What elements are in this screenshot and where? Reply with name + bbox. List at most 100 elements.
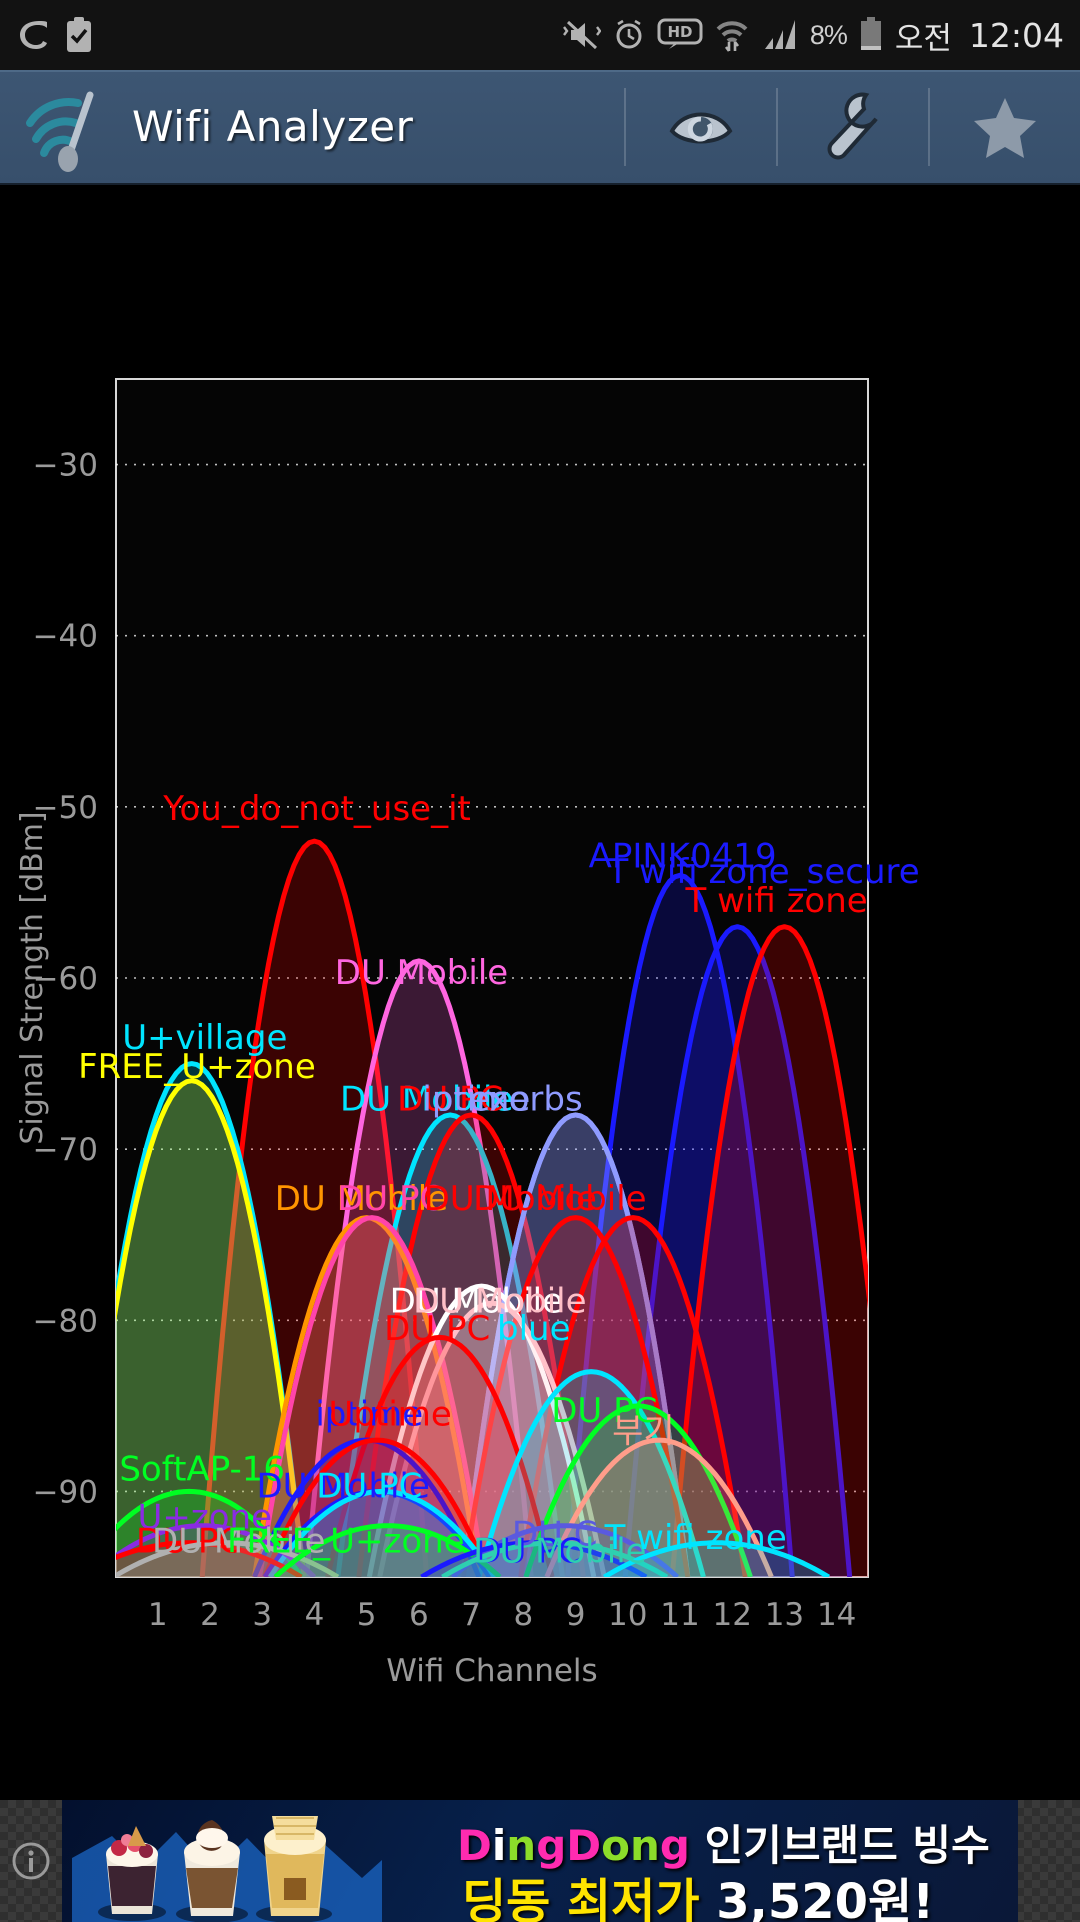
signal-curve[interactable] (565, 872, 795, 1577)
ssid-label[interactable]: APINK0419 (589, 837, 777, 877)
ssid-label[interactable]: DU Mobile (256, 1467, 429, 1507)
ssid-label[interactable]: T wifi zone (685, 881, 868, 921)
ssid-label[interactable]: exorbs (469, 1080, 582, 1120)
ssid-label[interactable]: DU Mobile (473, 1532, 646, 1572)
signal-curve[interactable] (366, 1283, 597, 1577)
ssid-label[interactable]: DU PC (475, 1532, 581, 1572)
x-tick-label: 12 (712, 1597, 751, 1633)
x-tick-label: 8 (513, 1597, 533, 1633)
hd-icon: HD (657, 18, 703, 52)
alarm-icon (612, 18, 646, 52)
view-eye-icon[interactable] (626, 70, 776, 183)
signal-curve[interactable] (476, 1369, 706, 1577)
ad-content[interactable]: DingDong 인기브랜드 빙수 딩동 최저가 3,520원! (62, 1800, 1018, 1922)
signal-curve[interactable] (603, 1540, 831, 1577)
ssid-label[interactable]: You_do_not_use_it (162, 789, 471, 829)
signal-curve[interactable] (356, 1112, 586, 1577)
y-tick-label: −50 (33, 790, 98, 826)
signal-curve[interactable] (669, 924, 897, 1577)
ssid-label[interactable]: FREE_U+zone (227, 1521, 465, 1561)
battery-icon (858, 16, 884, 54)
ssid-label[interactable]: iptime (315, 1395, 423, 1435)
ad-brand: DingDong (457, 1821, 690, 1870)
wifi-channel-chart[interactable]: −30 −40 −50 −60 −70 −80 −90 Signal Strength [dB… (0, 185, 1080, 1800)
ssid-label[interactable]: DU C (512, 1514, 598, 1554)
signal-curve[interactable] (77, 1540, 303, 1577)
ssid-label[interactable]: DU Mobile (473, 1179, 646, 1219)
ssid-label[interactable]: FREE_U+zone (78, 1047, 316, 1087)
x-tick-label: 13 (765, 1597, 804, 1633)
vibrate-off-icon (562, 18, 601, 52)
signal-fill (259, 1217, 485, 1577)
sigma-icon (16, 16, 50, 54)
favorite-star-icon[interactable] (930, 70, 1080, 183)
ssid-label[interactable]: DU PC (397, 1080, 503, 1120)
signal-curve[interactable] (377, 1300, 607, 1577)
y-axis-title: Signal Strength [dBm] (15, 811, 50, 1144)
ssid-label[interactable]: T wifi zone (604, 1518, 787, 1558)
ssid-label[interactable]: DU Mobile (335, 953, 508, 993)
wifi-tuning-fork-icon (22, 79, 118, 175)
signal-curve[interactable] (268, 1488, 497, 1577)
signal-curve[interactable] (335, 1112, 565, 1577)
x-axis-title: Wifi Channels (386, 1653, 597, 1689)
signal-curve[interactable] (441, 1540, 669, 1577)
x-tick-label: 1 (148, 1597, 168, 1633)
x-tick-label: 11 (660, 1597, 699, 1633)
x-tick-label: 14 (817, 1597, 856, 1633)
signal-fill (672, 926, 868, 1577)
signal-curve[interactable] (273, 1523, 502, 1577)
ssid-label[interactable]: DU PC (384, 1309, 490, 1349)
ssid-label[interactable]: U+zone (138, 1497, 273, 1537)
signal-curve[interactable] (460, 1215, 691, 1577)
ssid-label[interactable]: SoftAP-16 (119, 1449, 285, 1489)
wifi-transfer-icon (714, 17, 750, 53)
ssid-label[interactable]: DU PC (337, 1179, 443, 1219)
signal-curve[interactable] (79, 1078, 307, 1577)
ad-info-icon[interactable] (0, 1800, 62, 1922)
signal-curve[interactable] (460, 1112, 691, 1577)
x-tick-label: 5 (357, 1597, 377, 1633)
ssid-label[interactable]: blue (497, 1309, 571, 1349)
ssid-label[interactable]: DU Mobile (424, 1179, 597, 1219)
signal-curves (77, 838, 897, 1577)
y-tick-label: −60 (33, 961, 98, 997)
chart-svg: −30 −40 −50 −60 −70 −80 −90 Signal Strength [dB… (15, 378, 920, 1689)
ssid-label[interactable]: DU Mobile (413, 1282, 586, 1322)
clipboard-check-icon (64, 16, 94, 54)
settings-wrench-icon[interactable] (778, 70, 928, 183)
ssid-label[interactable]: Uptime (329, 1395, 452, 1435)
signal-curve[interactable] (622, 924, 853, 1577)
x-tick-label: 2 (200, 1597, 220, 1633)
y-tick-label: −30 (33, 448, 98, 484)
ssid-label[interactable]: U+village (122, 1018, 287, 1058)
signal-curve[interactable] (257, 1215, 487, 1577)
ssid-label[interactable]: iptime (422, 1080, 530, 1120)
ssid-label[interactable]: DU PC (136, 1521, 242, 1561)
signal-curve[interactable] (544, 1437, 774, 1577)
clock-time: 12:04 (968, 15, 1064, 55)
ssid-label[interactable]: DU Mobile (152, 1521, 325, 1561)
ssid-label[interactable]: DU Mobile (275, 1179, 448, 1219)
x-tick-label: 9 (566, 1597, 586, 1633)
y-tick-label: −80 (33, 1303, 98, 1339)
toolbar-divider (928, 87, 930, 166)
y-tick-label: −40 (33, 619, 98, 655)
toolbar-divider (776, 87, 778, 166)
ssid-label[interactable]: DU Mobile (390, 1282, 563, 1322)
x-tick-label: 6 (409, 1597, 429, 1633)
ssid-label[interactable]: DU Mobile (340, 1080, 513, 1120)
signal-curve[interactable] (77, 1488, 304, 1577)
ssid-label[interactable]: DU PC (316, 1467, 422, 1507)
x-tick-label: 7 (461, 1597, 481, 1633)
signal-curve[interactable] (523, 1403, 753, 1577)
signal-curve[interactable] (518, 1215, 748, 1577)
x-tick-label: 10 (608, 1597, 647, 1633)
ssid-label[interactable]: T wifi zone_secure (606, 852, 919, 892)
signal-fill (567, 875, 793, 1577)
toolbar-divider (624, 87, 626, 166)
ssid-label[interactable]: 부기 (612, 1412, 675, 1452)
ssid-label[interactable]: DU PC (551, 1391, 657, 1431)
ad-banner[interactable]: DingDong 인기브랜드 빙수 딩동 최저가 3,520원! (0, 1800, 1080, 1922)
signal-curve[interactable] (262, 1437, 492, 1577)
